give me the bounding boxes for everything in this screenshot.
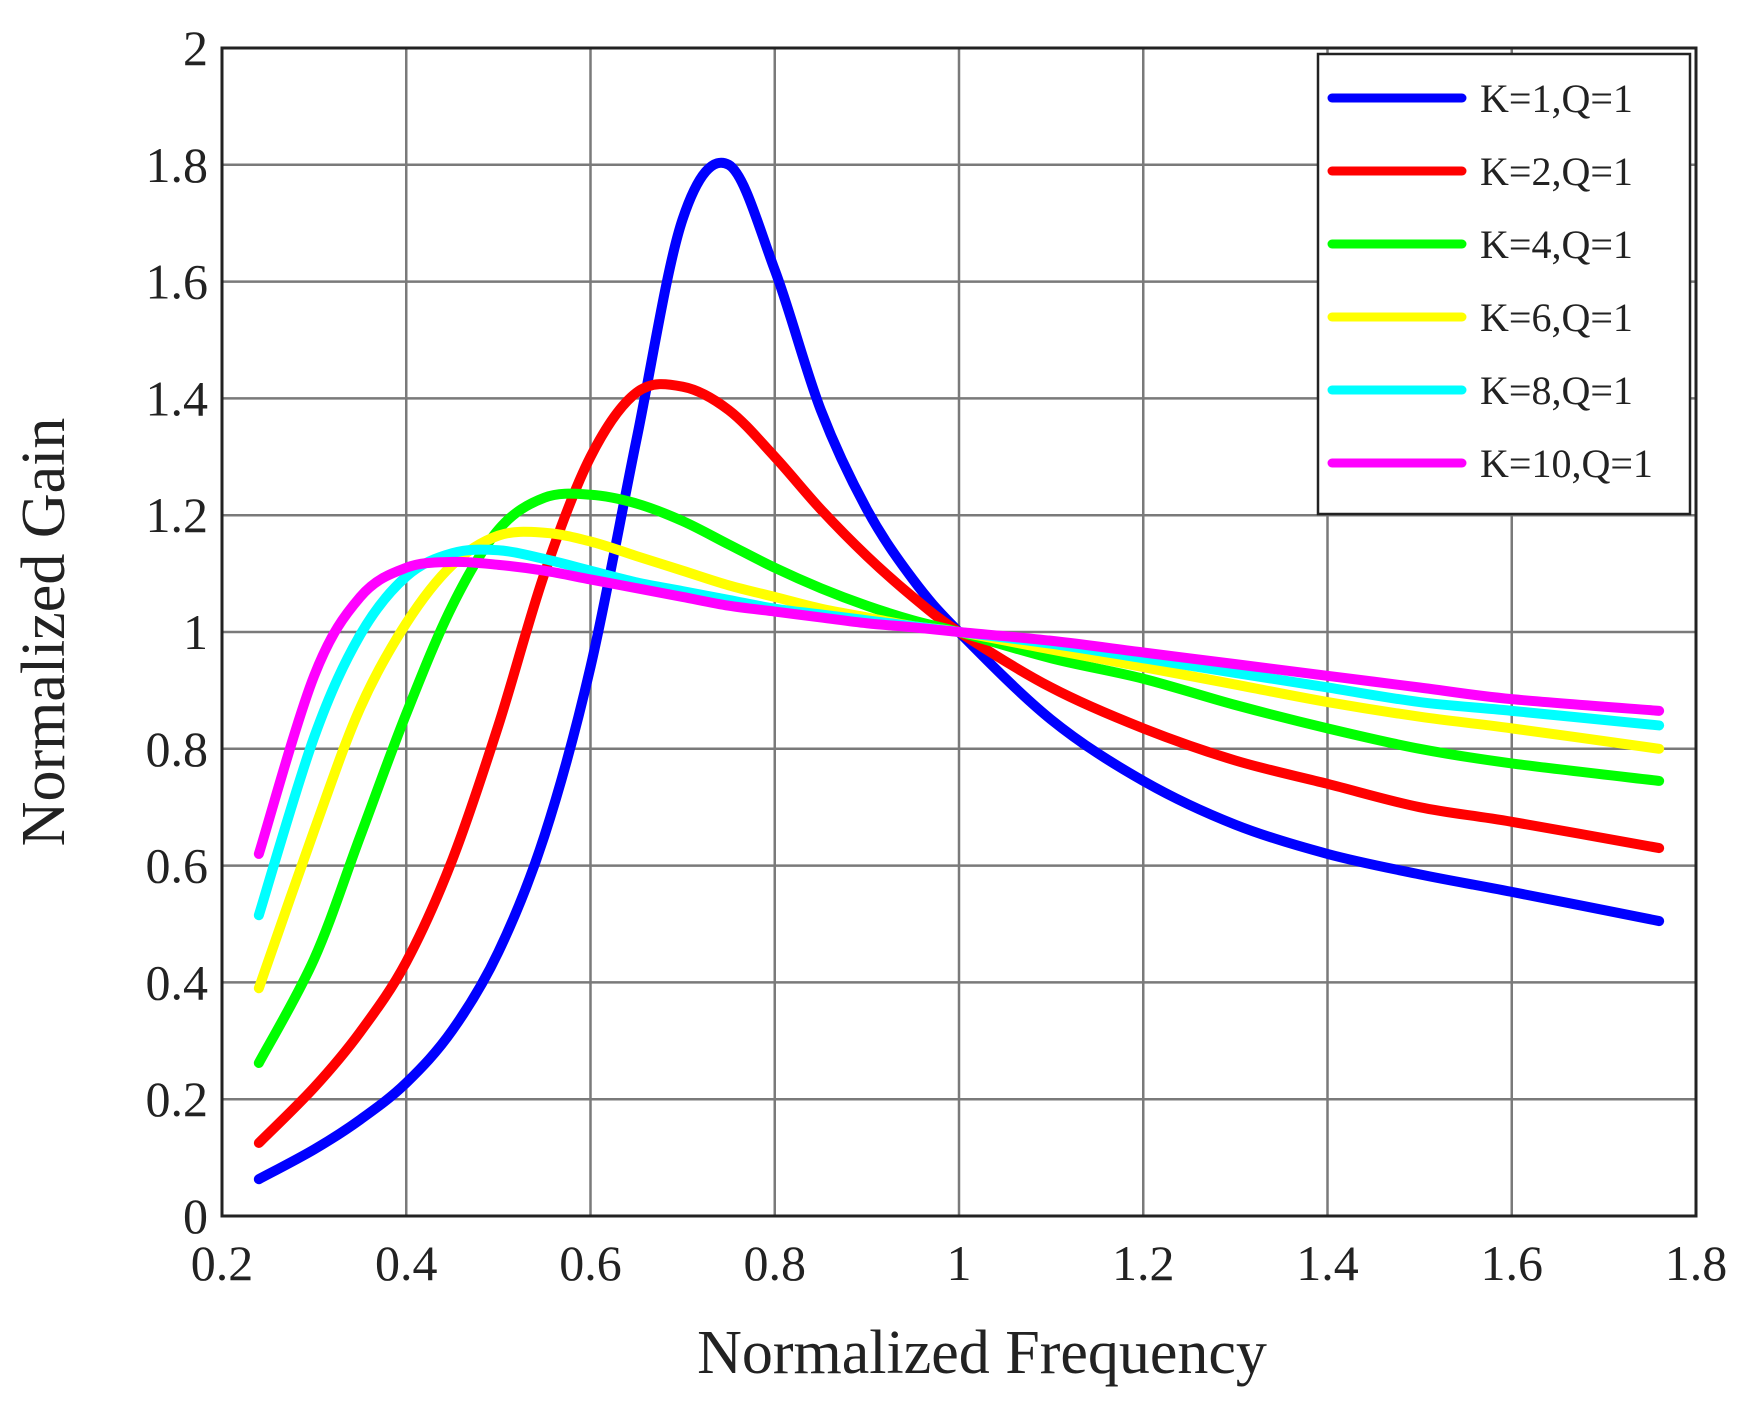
series-line-2 (253, 379, 1665, 1148)
y-tick-label: 0.6 (146, 838, 209, 894)
legend-label-3: K=4,Q=1 (1480, 222, 1633, 267)
x-tick-label: 0.2 (191, 1235, 254, 1291)
x-tick-label: 0.8 (744, 1235, 807, 1291)
y-tick-labels: 0 0.2 0.4 0.6 0.8 1 1.2 1.4 1.6 1.8 2 (146, 20, 209, 1244)
series-line-6 (253, 556, 1665, 859)
plot-frame (220, 46, 1698, 1218)
legend-label-2: K=2,Q=1 (1480, 149, 1633, 194)
legend: K=1,Q=1 K=2,Q=1 K=4,Q=1 K=6,Q=1 K=8,Q=1 K=10,… (1316, 52, 1692, 516)
x-tick-label: 1 (947, 1235, 972, 1291)
x-tick-label: 0.4 (375, 1235, 438, 1291)
x-tick-label: 1.8 (1665, 1235, 1728, 1291)
y-tick-label: 0.4 (146, 954, 209, 1010)
legend-label-5: K=8,Q=1 (1480, 368, 1633, 413)
y-tick-label: 0.2 (146, 1071, 209, 1127)
x-axis-title: Normalized Frequency (697, 1319, 1267, 1387)
legend-label-6: K=10,Q=1 (1480, 441, 1653, 486)
legend-box (1316, 52, 1692, 516)
series-line-3 (253, 488, 1665, 1068)
series-line-4 (253, 526, 1665, 994)
y-tick-label: 1 (183, 604, 208, 660)
x-tick-label: 1.4 (1296, 1235, 1359, 1291)
y-tick-label: 1.6 (146, 254, 209, 310)
y-tick-label: 0 (183, 1188, 208, 1244)
y-tick-label: 0.8 (146, 721, 209, 777)
series-lines (253, 157, 1665, 1185)
y-tick-label: 1.8 (146, 137, 209, 193)
y-axis-title: Normalized Gain (10, 418, 78, 847)
legend-label-1: K=1,Q=1 (1480, 76, 1633, 121)
x-tick-label: 1.2 (1112, 1235, 1175, 1291)
y-tick-label: 1.2 (146, 487, 209, 543)
y-tick-label: 1.4 (146, 370, 209, 426)
x-tick-labels: 0.2 0.4 0.6 0.8 1 1.2 1.4 1.6 1.8 (191, 1235, 1728, 1291)
legend-label-4: K=6,Q=1 (1480, 295, 1633, 340)
x-tick-label: 1.6 (1481, 1235, 1544, 1291)
x-tick-label: 0.6 (559, 1235, 622, 1291)
series-line-1 (253, 157, 1665, 1185)
y-tick-label: 2 (183, 20, 208, 76)
